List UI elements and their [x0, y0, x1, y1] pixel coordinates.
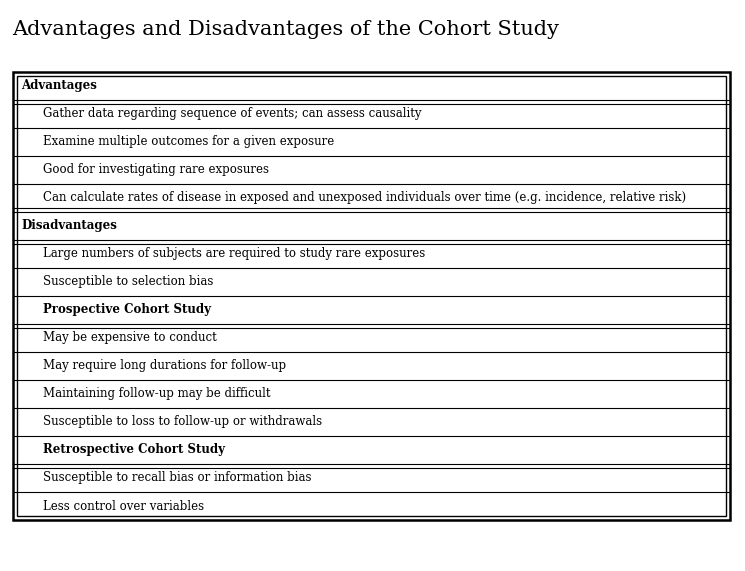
Bar	[17, 76, 726, 516]
Text: Advantages: Advantages	[21, 79, 97, 93]
Text: Less control over variables: Less control over variables	[43, 500, 204, 513]
Text: May be expensive to conduct: May be expensive to conduct	[43, 332, 217, 344]
Text: Susceptible to recall bias or information bias: Susceptible to recall bias or informatio…	[43, 472, 311, 485]
Text: Gather data regarding sequence of events; can assess causality: Gather data regarding sequence of events…	[43, 107, 422, 120]
Bar	[13, 72, 730, 520]
Text: May require long durations for follow-up: May require long durations for follow-up	[43, 360, 286, 372]
Text: Retrospective Cohort Study: Retrospective Cohort Study	[43, 444, 225, 456]
Text: Susceptible to selection bias: Susceptible to selection bias	[43, 275, 213, 288]
Text: Disadvantages: Disadvantages	[21, 219, 117, 232]
Text: Can calculate rates of disease in exposed and unexposed individuals over time (e: Can calculate rates of disease in expose…	[43, 191, 686, 204]
Text: Good for investigating rare exposures: Good for investigating rare exposures	[43, 163, 269, 176]
Text: Advantages and Disadvantages of the Cohort Study: Advantages and Disadvantages of the Coho…	[12, 20, 559, 39]
Text: Examine multiple outcomes for a given exposure: Examine multiple outcomes for a given ex…	[43, 135, 335, 148]
Text: Maintaining follow-up may be difficult: Maintaining follow-up may be difficult	[43, 388, 270, 400]
Text: Large numbers of subjects are required to study rare exposures: Large numbers of subjects are required t…	[43, 247, 425, 260]
Text: Susceptible to loss to follow-up or withdrawals: Susceptible to loss to follow-up or with…	[43, 416, 322, 428]
Text: Prospective Cohort Study: Prospective Cohort Study	[43, 304, 211, 316]
